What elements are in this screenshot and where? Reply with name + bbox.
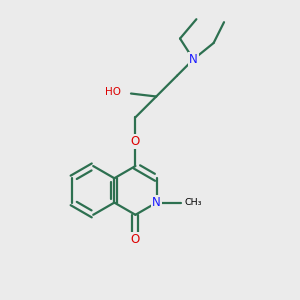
Text: HO: HO — [106, 87, 122, 97]
Text: O: O — [131, 135, 140, 148]
Text: CH₃: CH₃ — [184, 198, 202, 207]
Text: N: N — [189, 53, 198, 66]
Text: O: O — [131, 233, 140, 246]
Text: N: N — [152, 196, 161, 209]
